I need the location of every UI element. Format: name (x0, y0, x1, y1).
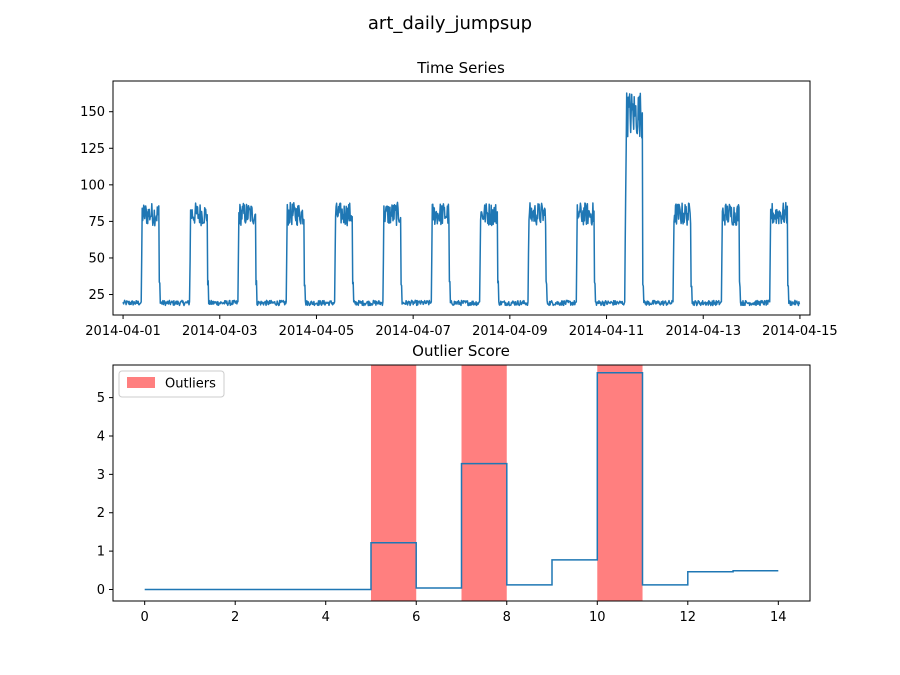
y-tick-label: 5 (97, 391, 105, 406)
outlier-span (370, 365, 417, 601)
y-tick-label: 100 (80, 178, 105, 193)
y-tick-label: 0 (97, 583, 105, 598)
y-tick-label: 1 (97, 545, 105, 560)
outlier-score-frame (112, 364, 811, 602)
figure-suptitle: art_daily_jumpsup (368, 13, 532, 34)
time-series-frame (112, 80, 811, 316)
x-tick-label: 2014-04-03 (182, 324, 258, 339)
y-tick-label: 50 (88, 251, 105, 266)
legend-swatch-outliers (127, 377, 155, 388)
outlier-span (461, 365, 507, 601)
x-tick-label: 2014-04-07 (375, 324, 451, 339)
time-series-axes: Time Series 2014-04-01 2014-04-03 2014-04-… (80, 59, 838, 339)
x-tick-label: 14 (770, 610, 787, 625)
x-tick-label: 8 (503, 610, 511, 625)
x-tick-label: 2014-04-05 (279, 324, 355, 339)
x-tick-label: 2014-04-01 (85, 324, 161, 339)
outlier-span (597, 365, 643, 601)
outlier-score-data-layer (144, 371, 779, 591)
x-tick-label: 2014-04-15 (762, 324, 838, 339)
y-tick-label: 125 (80, 142, 105, 157)
x-tick-label: 2014-04-11 (569, 324, 645, 339)
time-series-title: Time Series (416, 59, 505, 77)
x-tick-label: 2 (231, 610, 239, 625)
time-series-y-ticks: 25 50 75 100 125 150 (80, 105, 113, 303)
y-tick-label: 25 (88, 288, 105, 303)
outlier-score-x-ticks: 0 2 4 6 8 10 12 14 (141, 601, 787, 625)
x-tick-label: 12 (680, 610, 697, 625)
time-series-line (122, 92, 801, 307)
y-tick-label: 3 (97, 468, 105, 483)
x-tick-label: 0 (141, 610, 149, 625)
x-tick-label: 10 (589, 610, 606, 625)
x-tick-label: 6 (412, 610, 420, 625)
outlier-score-title: Outlier Score (412, 342, 510, 360)
x-tick-label: 2014-04-09 (472, 324, 548, 339)
y-tick-label: 150 (80, 105, 105, 120)
outlier-spans-layer (370, 365, 643, 601)
outlier-score-y-ticks: 0 1 2 3 4 5 (97, 391, 113, 598)
legend-label-outliers: Outliers (165, 377, 216, 392)
legend: Outliers (118, 370, 225, 398)
time-series-x-ticks: 2014-04-01 2014-04-03 2014-04-05 2014-04-07… (85, 315, 838, 339)
y-tick-label: 4 (97, 429, 105, 444)
y-tick-label: 2 (97, 506, 105, 521)
outlier-score-step-line (144, 371, 779, 591)
time-series-plot-area (113, 81, 810, 315)
x-tick-label: 2014-04-13 (665, 324, 741, 339)
time-series-data-layer (122, 92, 801, 307)
x-tick-label: 4 (322, 610, 330, 625)
y-tick-label: 75 (88, 215, 105, 230)
